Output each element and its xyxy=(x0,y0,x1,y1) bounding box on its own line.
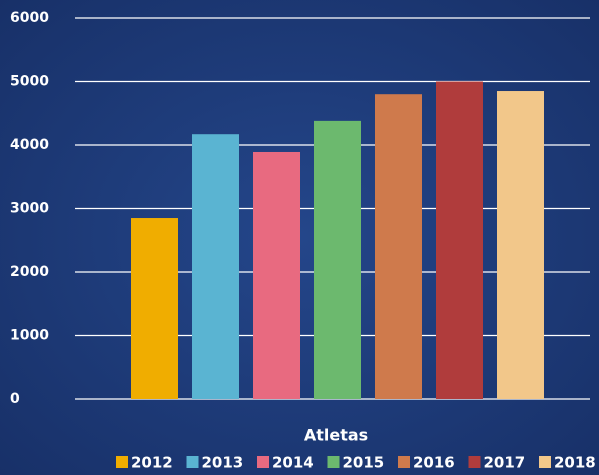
y-tick-label: 0 xyxy=(10,391,20,407)
legend-swatch xyxy=(539,456,551,468)
y-tick-label: 3000 xyxy=(10,201,49,217)
legend-swatch xyxy=(116,456,128,468)
legend-swatch xyxy=(398,456,410,468)
legend-label: 2017 xyxy=(484,454,526,472)
y-tick-label: 1000 xyxy=(10,328,49,344)
x-category-label: Atletas xyxy=(304,426,368,445)
bar xyxy=(314,120,361,400)
y-tick-label: 2000 xyxy=(10,264,49,280)
y-tick-label: 5000 xyxy=(10,74,49,90)
legend-swatch xyxy=(186,456,199,468)
bar xyxy=(375,94,422,399)
y-tick-label: 4000 xyxy=(10,137,49,153)
legend-label: 2012 xyxy=(131,454,173,472)
bar xyxy=(497,91,544,400)
legend-label: 2015 xyxy=(343,454,385,472)
legend-swatch xyxy=(327,456,340,468)
bar xyxy=(253,151,300,399)
legend-label: 2013 xyxy=(202,454,244,472)
bar xyxy=(192,134,239,399)
legend-swatch xyxy=(257,456,269,468)
legend-label: 2014 xyxy=(272,454,314,472)
legend-label: 2018 xyxy=(554,454,596,472)
bar xyxy=(436,81,483,399)
legend-label: 2016 xyxy=(413,454,455,472)
legend-swatch xyxy=(468,456,481,468)
bar xyxy=(131,218,178,399)
y-tick-label: 6000 xyxy=(10,10,49,26)
